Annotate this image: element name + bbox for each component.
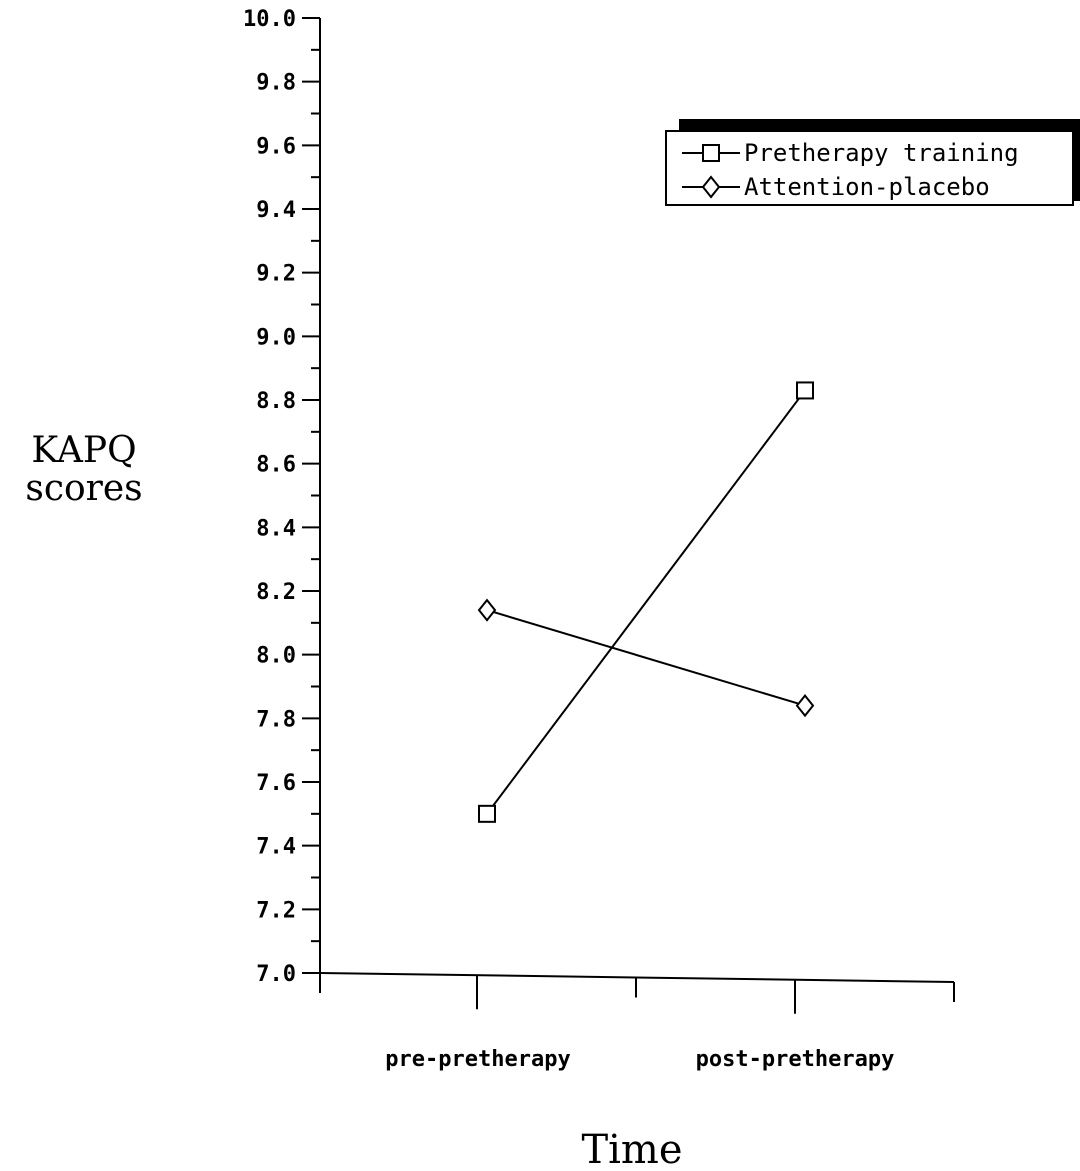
x-category-label: pre-pretherapy	[385, 1047, 570, 1072]
legend-square-marker	[702, 144, 720, 162]
y-tick-label: 7.0	[256, 962, 296, 987]
series-lines	[477, 381, 815, 823]
y-tick-label: 9.6	[256, 134, 296, 159]
y-axis-title-line-1: KAPQ	[31, 430, 136, 471]
legend-entry: Attention-placebo	[682, 173, 990, 201]
y-tick-label: 10.0	[243, 7, 296, 32]
y-axis-ticks: 7.0 7.2 7.4 7.6 7.8 8.0 8.2 8.4 8.6 8.8 9.0 9.2 9.4 9…	[243, 7, 320, 987]
y-tick-label: 9.0	[256, 325, 296, 350]
square-data-point	[478, 804, 496, 823]
legend-diamond-marker	[701, 175, 721, 199]
y-tick-label: 8.4	[256, 516, 296, 541]
legend-label: Pretherapy training	[744, 139, 1019, 167]
diamond-data-point	[477, 598, 497, 622]
x-axis-title: Time	[581, 1127, 682, 1171]
x-axis-ticks: pre-pretherapy post-pretherapy	[319, 973, 955, 1072]
series-line	[486, 389, 806, 815]
y-tick-label: 9.8	[256, 71, 296, 96]
y-tick-label: 8.2	[256, 580, 296, 605]
legend-label: Attention-placebo	[744, 173, 990, 201]
y-tick-label: 7.2	[256, 898, 296, 923]
x-category-label: post-pretherapy	[696, 1047, 895, 1072]
legend: Pretherapy training Attention-placebo	[665, 119, 1080, 206]
series-pretherapy-training	[478, 381, 814, 823]
legend-entry: Pretherapy training	[682, 139, 1019, 167]
y-tick-label: 8.0	[256, 644, 296, 669]
diamond-data-point	[795, 693, 815, 718]
legend-box	[665, 130, 1074, 206]
square-data-point	[796, 381, 814, 400]
y-tick-label: 7.8	[256, 707, 296, 732]
y-axis-title-line-2: scores	[25, 468, 142, 509]
y-tick-label: 7.4	[256, 835, 296, 860]
series-attention-placebo	[477, 598, 815, 718]
y-tick-label: 9.4	[256, 198, 296, 223]
axis-titles: KAPQ scores Time	[25, 430, 682, 1171]
y-tick-label: 8.8	[256, 389, 296, 414]
y-tick-label: 8.6	[256, 453, 296, 478]
y-tick-label: 9.2	[256, 262, 296, 287]
series-line	[486, 609, 806, 707]
y-tick-label: 7.6	[256, 771, 296, 796]
